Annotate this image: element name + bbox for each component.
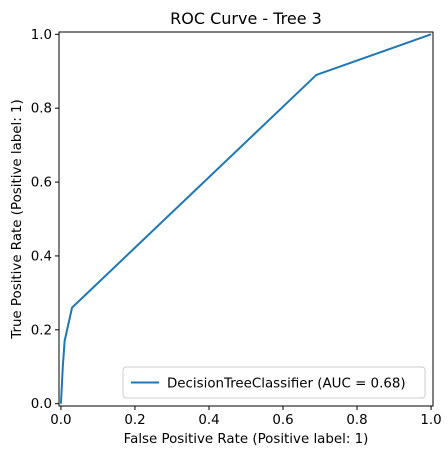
y-tick-label: 0.4 — [31, 249, 52, 264]
x-tick-label: 0.2 — [124, 413, 145, 428]
plot-area: 0.0 0.2 0.4 0.6 0.8 1.0 0.0 0.2 0.4 0.6 0.8 1.0 — [31, 28, 442, 428]
y-tick-label: 0.8 — [31, 102, 52, 117]
legend-label: DecisionTreeClassifier (AUC = 0.68) — [167, 376, 406, 391]
y-tick-label: 0.6 — [31, 176, 52, 191]
x-tick-label: 0.0 — [50, 413, 71, 428]
legend: DecisionTreeClassifier (AUC = 0.68) — [122, 366, 426, 399]
y-tick-label: 1.0 — [31, 28, 52, 43]
chart-title: ROC Curve - Tree 3 — [170, 9, 322, 28]
x-tick-label: 0.4 — [198, 413, 219, 428]
legend-box — [122, 366, 426, 399]
plot-frame — [58, 31, 434, 407]
roc-series-line — [59, 33, 432, 404]
x-tick-label: 0.8 — [346, 413, 367, 428]
x-tick-label: 1.0 — [420, 413, 441, 428]
y-tick-label: 0.0 — [31, 397, 52, 412]
y-axis-label: True Positive Rate (Positive label: 1) — [10, 99, 25, 340]
x-axis-label: False Positive Rate (Positive label: 1) — [124, 432, 369, 447]
y-tick-label: 0.2 — [31, 323, 52, 338]
x-tick-label: 0.6 — [272, 413, 293, 428]
